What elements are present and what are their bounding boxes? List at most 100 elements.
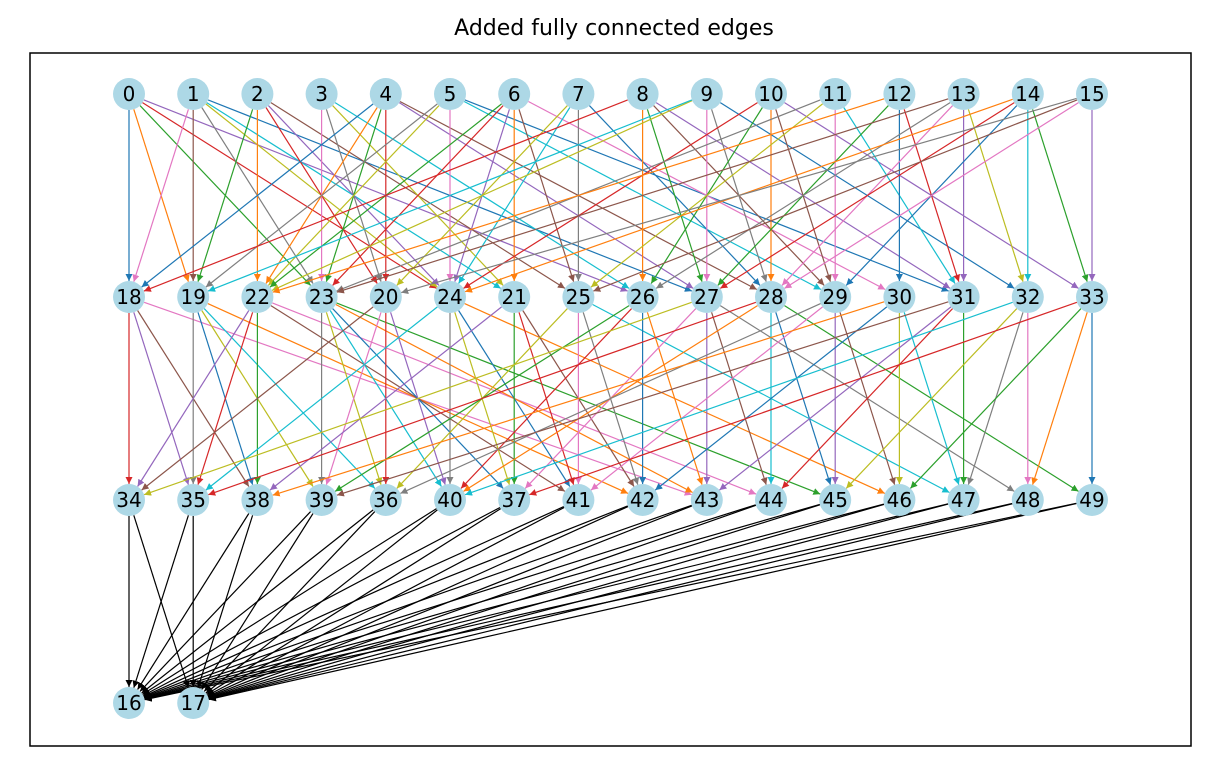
edge-47-16 (144, 503, 949, 701)
node-label: 46 (887, 488, 912, 512)
node-circle (947, 281, 980, 313)
edge-30-38 (272, 301, 885, 497)
edge-group (125, 97, 1096, 702)
edge-44-16 (144, 504, 756, 700)
edge-15-25 (593, 99, 1078, 292)
node-label: 30 (887, 285, 912, 309)
edge-5-19 (205, 103, 438, 288)
edge-15-28 (784, 102, 1079, 289)
edge-8-18 (143, 99, 628, 292)
node-4: 4 (369, 78, 402, 110)
node-circle (947, 78, 980, 110)
node-8: 8 (626, 78, 659, 110)
edge-48-16 (144, 502, 1013, 702)
node-circle (305, 484, 338, 516)
edge-13-23 (336, 98, 949, 294)
node-circle (819, 484, 852, 516)
node-label: 41 (566, 488, 591, 512)
node-circle (1011, 281, 1044, 313)
node-28: 28 (755, 281, 787, 313)
edge-32-45 (845, 308, 1018, 489)
node-15: 15 (1076, 78, 1108, 110)
edge-31-44 (781, 308, 954, 489)
node-label: 13 (951, 82, 976, 106)
node-label: 32 (1015, 285, 1040, 309)
edge-33-37 (529, 301, 1078, 496)
node-40: 40 (434, 484, 466, 516)
edge-11-25 (590, 103, 823, 288)
node-label: 9 (700, 82, 713, 106)
node-5: 5 (434, 78, 466, 110)
node-label: 42 (630, 488, 655, 512)
node-label: 15 (1079, 82, 1104, 106)
node-48: 48 (1011, 484, 1044, 516)
node-circle (241, 78, 274, 110)
node-20: 20 (369, 281, 402, 313)
node-circle (1011, 78, 1044, 110)
node-31: 31 (947, 281, 980, 313)
node-32: 32 (1011, 281, 1044, 313)
node-circle (177, 484, 210, 516)
node-circle (369, 484, 402, 516)
node-circle (177, 687, 210, 719)
edge-20-34 (141, 306, 374, 491)
node-43: 43 (690, 484, 723, 516)
edge-14-33 (1032, 109, 1089, 282)
node-44: 44 (755, 484, 787, 516)
edge-27-34 (143, 301, 692, 496)
node-22: 22 (241, 281, 274, 313)
edge-0-24 (142, 102, 437, 289)
node-label: 33 (1079, 285, 1104, 309)
edge-40-16 (142, 508, 437, 695)
node-21: 21 (498, 281, 531, 313)
node-label: 4 (379, 82, 392, 106)
node-label: 11 (822, 82, 847, 106)
node-0: 0 (113, 78, 145, 110)
node-circle (1076, 281, 1108, 313)
node-circle (241, 281, 274, 313)
node-circle (498, 484, 531, 516)
node-label: 31 (951, 285, 976, 309)
node-30: 30 (883, 281, 916, 313)
node-label: 45 (822, 488, 847, 512)
node-25: 25 (562, 281, 595, 313)
node-label: 16 (116, 691, 141, 715)
edge-46-16 (144, 503, 885, 701)
node-13: 13 (947, 78, 980, 110)
node-circle (690, 281, 723, 313)
node-label: 21 (501, 285, 526, 309)
edge-13-32 (967, 109, 1025, 282)
node-label: 37 (501, 488, 526, 512)
node-label: 39 (309, 488, 334, 512)
node-47: 47 (947, 484, 980, 516)
node-35: 35 (177, 484, 210, 516)
node-23: 23 (305, 281, 338, 313)
node-circle (434, 281, 466, 313)
node-34: 34 (113, 484, 145, 516)
node-29: 29 (819, 281, 852, 313)
node-label: 24 (437, 285, 462, 309)
node-circle (755, 78, 787, 110)
edge-35-16 (132, 515, 189, 688)
node-7: 7 (562, 78, 595, 110)
node-circle (1011, 484, 1044, 516)
node-label: 29 (822, 285, 847, 309)
node-circle (626, 484, 659, 516)
node-label: 7 (572, 82, 585, 106)
node-label: 26 (630, 285, 655, 309)
edge-32-40 (464, 301, 1013, 496)
edge-8-27 (646, 109, 704, 282)
node-label: 14 (1015, 82, 1040, 106)
node-14: 14 (1011, 78, 1044, 110)
node-circle (113, 281, 145, 313)
edge-41-16 (143, 506, 565, 697)
node-1: 1 (177, 78, 210, 110)
node-6: 6 (498, 78, 531, 110)
edge-9-19 (207, 99, 693, 292)
node-circle (690, 484, 723, 516)
node-circle (947, 484, 980, 516)
node-circle (562, 281, 595, 313)
node-circle (883, 484, 916, 516)
edge-31-39 (336, 301, 949, 497)
